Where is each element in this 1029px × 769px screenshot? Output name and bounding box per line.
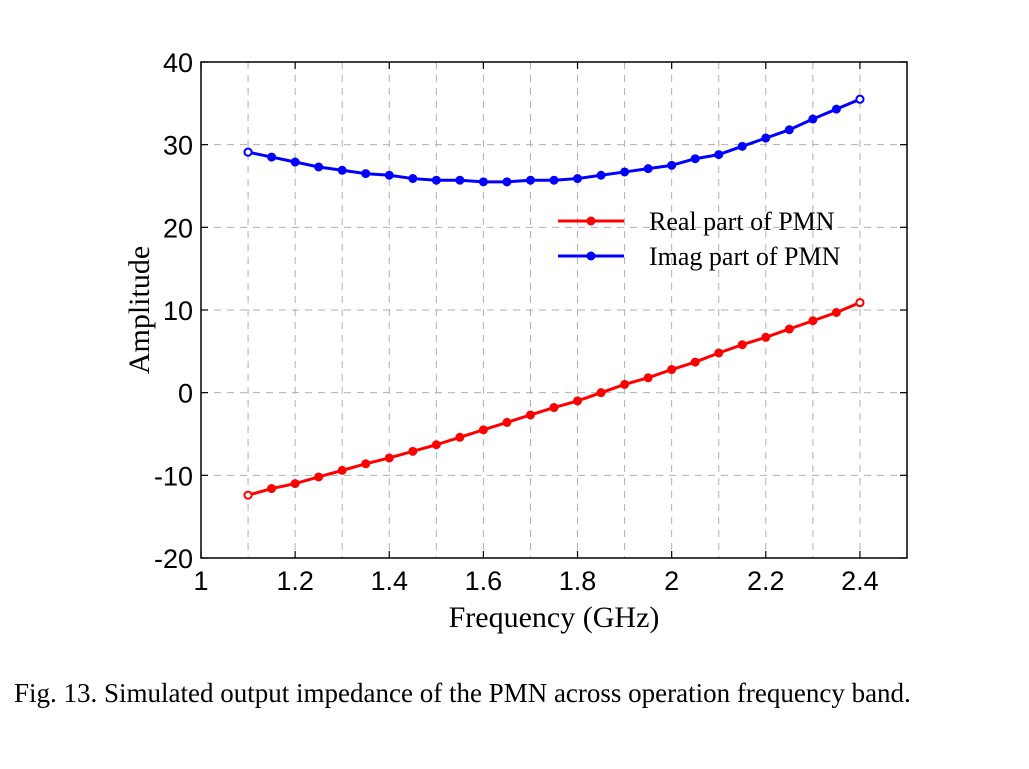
data-point — [502, 177, 512, 187]
y-tick-label: 10 — [163, 296, 193, 326]
data-point — [502, 417, 512, 427]
data-point — [737, 141, 747, 151]
data-point — [431, 175, 441, 185]
data-point — [596, 170, 606, 180]
data-point — [314, 472, 324, 482]
legend-item: Real part of PMN — [558, 207, 835, 236]
series-imag — [243, 94, 865, 187]
data-point — [549, 175, 559, 185]
data-point — [243, 147, 253, 157]
data-point — [784, 324, 794, 334]
x-tick-label: 2.4 — [841, 566, 879, 596]
x-tick-label: 1.6 — [465, 566, 503, 596]
data-point — [455, 432, 465, 442]
data-point — [761, 133, 771, 143]
data-point — [573, 396, 583, 406]
data-point — [525, 175, 535, 185]
data-point — [714, 150, 724, 160]
data-point — [431, 440, 441, 450]
data-point — [643, 164, 653, 174]
data-point — [361, 459, 371, 469]
legend-label: Imag part of PMN — [649, 242, 841, 271]
legend: Real part of PMN Imag part of PMN — [558, 207, 841, 271]
data-point — [784, 125, 794, 135]
data-point — [831, 104, 841, 114]
data-point — [667, 160, 677, 170]
data-point — [855, 94, 865, 104]
y-axis-ticks: -20 -10 0 10 20 30 40 — [154, 48, 907, 574]
data-point — [408, 174, 418, 184]
data-point — [290, 479, 300, 489]
data-point — [855, 297, 865, 308]
data-point — [243, 490, 253, 500]
data-point — [455, 175, 465, 185]
data-point — [314, 162, 324, 172]
data-point — [620, 167, 630, 177]
data-point — [690, 154, 700, 164]
y-tick-label: 40 — [163, 48, 193, 78]
series-real — [243, 297, 865, 500]
x-tick-label: 2 — [664, 566, 679, 596]
figure-caption: Fig. 13. Simulated output impedance of t… — [14, 678, 911, 708]
data-point — [290, 157, 300, 167]
data-point — [384, 170, 394, 180]
x-axis-title: Frequency (GHz) — [449, 601, 660, 634]
y-tick-label: 30 — [163, 131, 193, 161]
data-point — [267, 484, 277, 494]
data-point — [808, 316, 818, 326]
data-point — [808, 114, 818, 124]
legend-marker — [586, 251, 596, 261]
y-tick-label: -10 — [154, 461, 193, 491]
y-axis-title: Amplitude — [123, 246, 156, 374]
series-line — [247, 301, 861, 497]
data-point — [737, 340, 747, 350]
data-point — [573, 174, 583, 184]
x-tick-label: 1.2 — [276, 566, 314, 596]
legend-label: Real part of PMN — [649, 207, 835, 236]
legend-marker — [586, 216, 596, 226]
data-point — [361, 169, 371, 179]
data-point — [643, 373, 653, 383]
x-tick-label: 1 — [193, 566, 208, 596]
data-point — [525, 410, 535, 420]
data-point — [596, 388, 606, 398]
x-tick-label: 1.4 — [370, 566, 408, 596]
data-point — [478, 425, 488, 435]
y-tick-label: 20 — [163, 213, 193, 243]
data-point — [549, 403, 559, 413]
data-point — [831, 307, 841, 317]
legend-item: Imag part of PMN — [558, 242, 841, 271]
data-point — [337, 165, 347, 175]
data-point — [267, 152, 277, 162]
impedance-chart: 1 1.2 1.4 1.6 1.8 2 2.2 2.4 -20 -10 0 10 20 30 40 Fre… — [123, 48, 908, 634]
x-axis-ticks: 1 1.2 1.4 1.6 1.8 2 2.2 2.4 — [193, 62, 879, 596]
x-tick-label: 1.8 — [559, 566, 597, 596]
data-point — [408, 446, 418, 456]
data-point — [761, 332, 771, 342]
data-point — [667, 365, 677, 375]
x-tick-label: 2.2 — [747, 566, 785, 596]
data-point — [478, 177, 488, 187]
data-point — [690, 357, 700, 367]
series-layer — [243, 94, 865, 500]
data-point — [337, 465, 347, 475]
grid-lines — [201, 62, 907, 558]
y-tick-label: -20 — [154, 544, 193, 574]
data-point — [714, 348, 724, 358]
y-tick-label: 0 — [178, 379, 193, 409]
data-point — [620, 379, 630, 389]
data-point — [384, 453, 394, 463]
